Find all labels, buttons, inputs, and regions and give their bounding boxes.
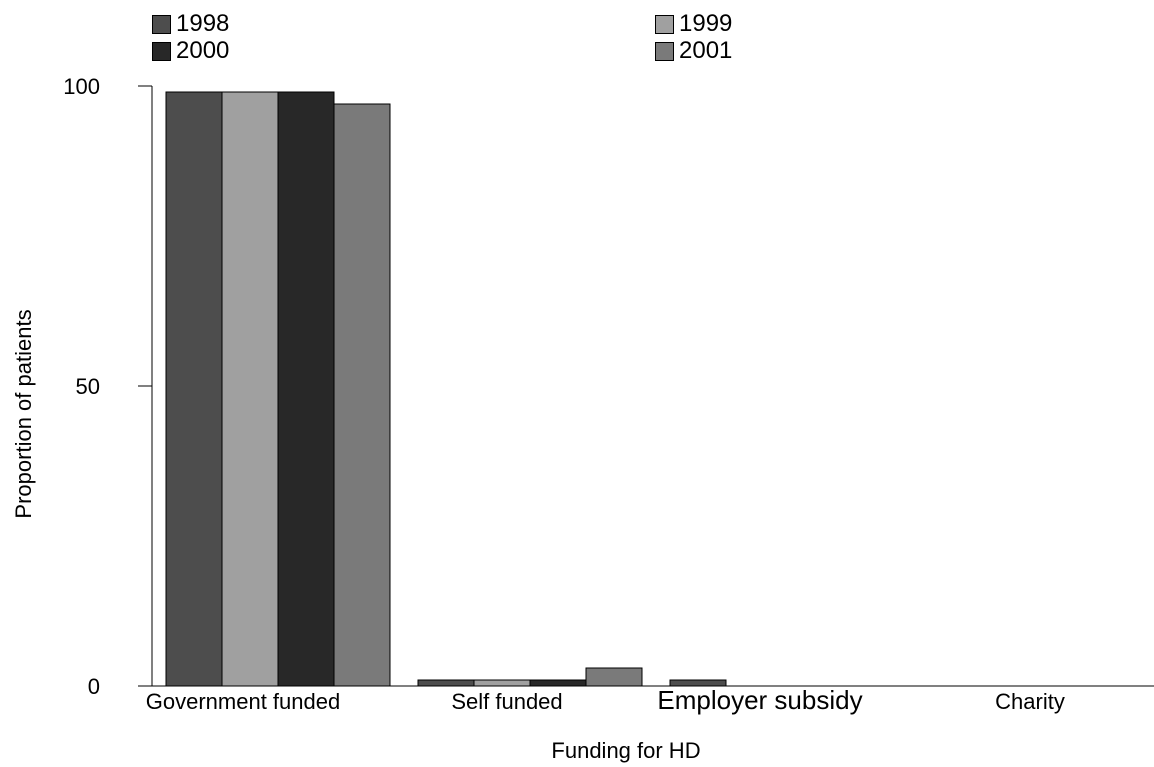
- y-tick-label-50: 50: [76, 374, 100, 399]
- y-ticks-group: 0 50 100: [63, 74, 152, 699]
- bar-self-funded-1999: [473, 679, 531, 687]
- bar-government-funded-2000: [277, 91, 335, 687]
- bar-government-funded-1999: [221, 91, 279, 687]
- x-tick-label-employer-subsidy: Employer subsidy: [657, 685, 862, 715]
- x-axis-label: Funding for HD: [551, 738, 700, 763]
- legend-swatch-1998: [152, 14, 171, 34]
- x-tick-label-government-funded: Government funded: [146, 689, 340, 714]
- y-tick-label-100: 100: [63, 74, 100, 99]
- x-ticks-group: Government funded Self funded Employer sub…: [146, 685, 1065, 715]
- bar-government-funded-1998: [165, 91, 223, 687]
- bar-self-funded-2000: [529, 679, 587, 687]
- legend-swatch-1999: [655, 14, 674, 34]
- legend-label-1998: 1998: [176, 10, 230, 37]
- bar-self-funded-2001: [585, 667, 643, 687]
- legend-item-2000: 2000: [152, 39, 229, 63]
- legend-item-2001: 2001: [655, 39, 732, 63]
- x-tick-label-charity: Charity: [995, 689, 1065, 714]
- legend-swatch-2000: [152, 41, 171, 61]
- legend-item-1999: 1999: [655, 12, 732, 36]
- legend-item-1998: 1998: [152, 12, 229, 36]
- bar-government-funded-2001: [333, 103, 391, 687]
- y-tick-label-0: 0: [88, 674, 100, 699]
- bars-group: [165, 91, 727, 687]
- legend-label-2001: 2001: [679, 37, 733, 64]
- bar-self-funded-1998: [417, 679, 475, 687]
- y-axis-label: Proportion of patients: [11, 309, 36, 518]
- legend-label-1999: 1999: [679, 10, 733, 37]
- x-tick-label-self-funded: Self funded: [451, 689, 562, 714]
- legend-swatch-2001: [655, 41, 674, 61]
- legend-label-2000: 2000: [176, 37, 230, 64]
